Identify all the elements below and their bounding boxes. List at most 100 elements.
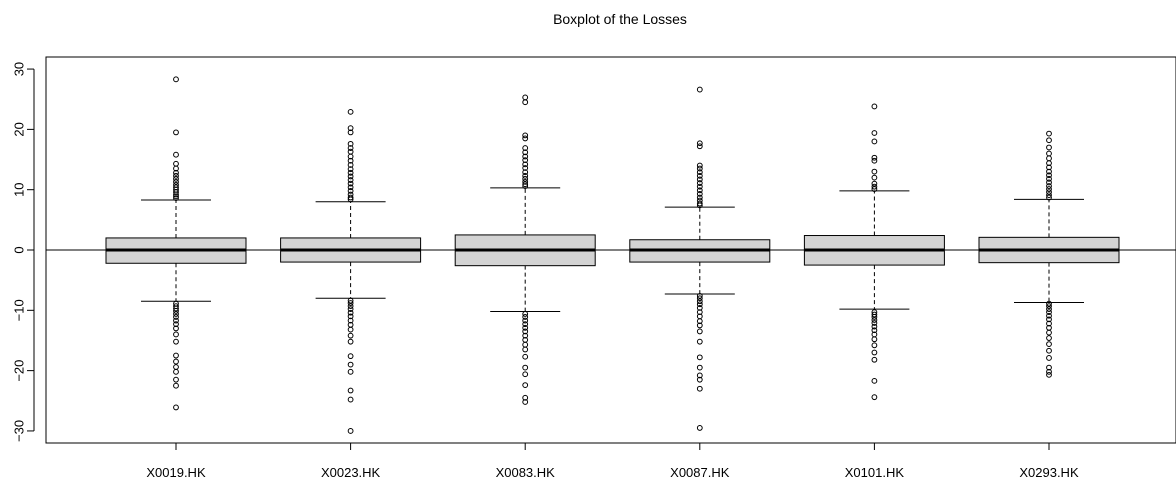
outlier-point bbox=[871, 180, 878, 187]
outlier-point bbox=[696, 200, 703, 207]
outlier-point bbox=[347, 317, 354, 324]
outlier-point bbox=[871, 183, 878, 190]
outlier-point bbox=[522, 157, 529, 164]
outlier-point bbox=[871, 154, 878, 161]
outlier-point bbox=[522, 311, 529, 317]
outlier-point bbox=[1046, 183, 1052, 189]
outlier-point bbox=[522, 314, 529, 320]
y-tick-label: 30 bbox=[11, 62, 26, 76]
outlier-point bbox=[173, 178, 179, 185]
outlier-point bbox=[173, 151, 179, 158]
outlier-point bbox=[522, 153, 529, 160]
outlier-point bbox=[347, 184, 354, 191]
outlier-point bbox=[1046, 306, 1052, 313]
outlier-point bbox=[696, 183, 703, 190]
outlier-point bbox=[696, 354, 703, 361]
outlier-point bbox=[696, 143, 703, 150]
outlier-point bbox=[347, 332, 354, 339]
outlier-point bbox=[347, 108, 354, 115]
outlier-point bbox=[347, 368, 354, 375]
outlier-point bbox=[173, 191, 179, 198]
outlier-point bbox=[347, 177, 354, 183]
outlier-point bbox=[871, 311, 878, 318]
outlier-point bbox=[347, 306, 354, 313]
outlier-point bbox=[522, 99, 529, 106]
outlier-point bbox=[347, 313, 354, 320]
outlier-point bbox=[347, 194, 354, 201]
outlier-point bbox=[347, 166, 354, 173]
outlier-point bbox=[347, 125, 354, 132]
outlier-point bbox=[696, 309, 703, 316]
outlier-point bbox=[696, 295, 703, 302]
outlier-point bbox=[522, 183, 529, 189]
outlier-point bbox=[871, 327, 878, 334]
outlier-point bbox=[696, 338, 703, 345]
outlier-point bbox=[347, 297, 354, 304]
outlier-point bbox=[347, 303, 354, 309]
outlier-point bbox=[1046, 312, 1052, 319]
outlier-point bbox=[871, 157, 878, 164]
outlier-point bbox=[173, 314, 179, 320]
outlier-point bbox=[347, 196, 354, 203]
outlier-point bbox=[347, 129, 354, 136]
outlier-point bbox=[1046, 164, 1052, 171]
outlier-point bbox=[871, 377, 878, 384]
outliers-layer bbox=[173, 76, 1052, 434]
outlier-point bbox=[696, 372, 703, 379]
outlier-point bbox=[1046, 144, 1052, 151]
outlier-point bbox=[1046, 309, 1052, 316]
outlier-point bbox=[522, 181, 529, 188]
outlier-point bbox=[347, 157, 354, 164]
outlier-point bbox=[522, 321, 529, 328]
outlier-point bbox=[1046, 186, 1052, 192]
outlier-point bbox=[522, 178, 529, 185]
outlier-point bbox=[522, 364, 529, 371]
outlier-point bbox=[1046, 329, 1052, 336]
outlier-point bbox=[522, 394, 529, 401]
outlier-point bbox=[347, 338, 354, 345]
outlier-point bbox=[347, 162, 354, 168]
outlier-point bbox=[522, 353, 529, 360]
outlier-point bbox=[696, 298, 703, 305]
outlier-point bbox=[347, 353, 354, 360]
outlier-point bbox=[173, 331, 179, 338]
outlier-point bbox=[522, 165, 529, 171]
outlier-point bbox=[347, 387, 354, 394]
outlier-point bbox=[173, 169, 179, 176]
outlier-point bbox=[871, 130, 878, 136]
outlier-point bbox=[173, 358, 179, 365]
outlier-point bbox=[696, 364, 703, 371]
outlier-point bbox=[1046, 168, 1052, 175]
outlier-point bbox=[1046, 364, 1052, 371]
y-tick-label: 10 bbox=[11, 182, 26, 196]
outlier-point bbox=[1046, 179, 1052, 186]
outlier-point bbox=[522, 172, 529, 179]
outlier-point bbox=[347, 361, 354, 368]
outlier-point bbox=[522, 324, 529, 331]
outlier-point bbox=[1046, 303, 1052, 309]
outlier-point bbox=[696, 165, 703, 172]
outlier-point bbox=[173, 76, 179, 83]
chart-title: Boxplot of the Losses bbox=[553, 11, 687, 27]
outlier-point bbox=[871, 168, 878, 175]
outlier-point bbox=[173, 368, 179, 375]
outlier-point bbox=[696, 301, 703, 308]
outlier-point bbox=[696, 292, 703, 299]
outlier-point bbox=[347, 396, 354, 403]
outlier-point bbox=[696, 180, 703, 186]
outlier-point bbox=[1046, 320, 1052, 327]
outlier-point bbox=[696, 162, 703, 169]
outlier-point bbox=[696, 172, 703, 179]
outlier-point bbox=[173, 175, 179, 182]
outlier-point bbox=[1046, 192, 1052, 199]
outlier-point bbox=[347, 173, 354, 180]
outlier-point bbox=[522, 346, 529, 353]
outlier-point bbox=[871, 317, 878, 323]
outlier-point bbox=[522, 161, 529, 168]
outlier-point bbox=[871, 186, 878, 192]
outlier-point bbox=[696, 194, 703, 201]
x-tick-label: X0087.HK bbox=[670, 465, 730, 480]
outlier-point bbox=[871, 342, 878, 349]
outlier-point bbox=[1046, 300, 1052, 307]
